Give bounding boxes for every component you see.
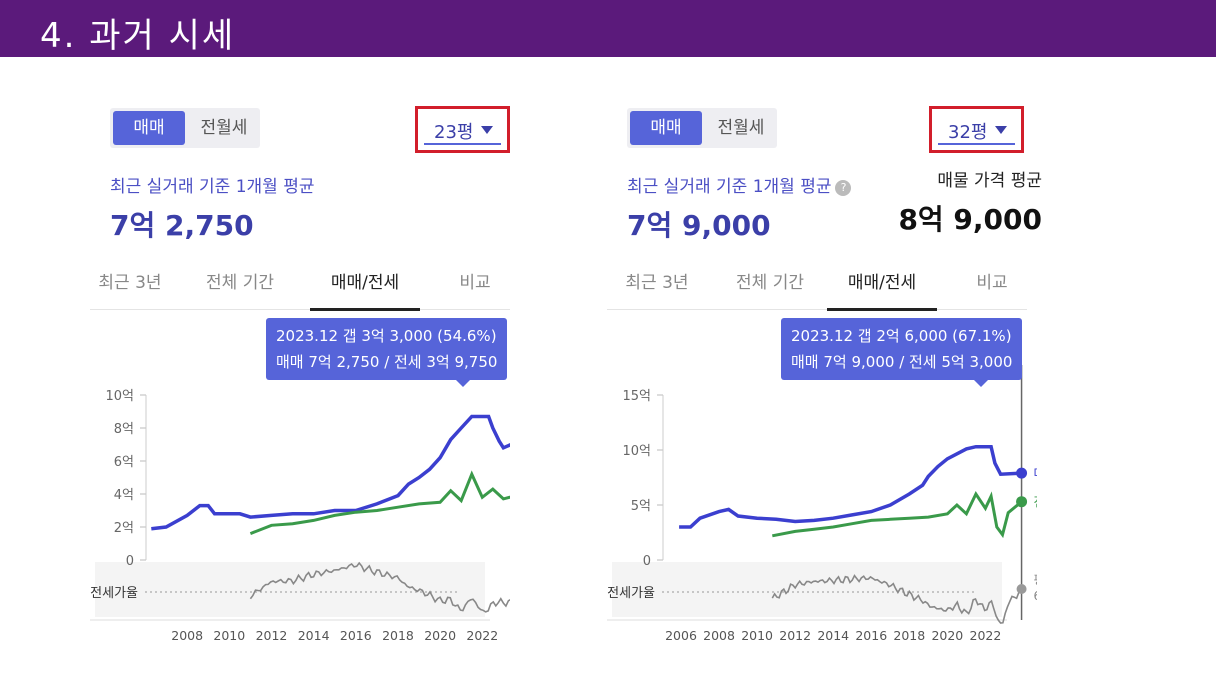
sale-series-line — [679, 444, 1022, 529]
y-tick-label: 6억 — [114, 455, 134, 470]
tab-all-period[interactable]: 전체 기간 — [206, 273, 274, 293]
chart-tooltip: 2023.12 갭 3억 3,000 (54.6%) 매매 7억 2,750 /… — [266, 318, 508, 387]
sale-end-point — [1016, 467, 1028, 479]
x-tick-label: 2016 — [855, 628, 887, 643]
ratio-band — [612, 562, 1002, 617]
tooltip-tail — [456, 380, 470, 387]
price-panel-left: 매매 전월세 23평 최근 실거래 기준 1개월 평균 7억 2,750 최근 … — [90, 100, 510, 680]
y-tick-label: 0 — [643, 554, 651, 569]
y-tick-label: 0 — [126, 554, 134, 569]
x-tick-label: 2018 — [893, 628, 925, 643]
jeonse-series-line — [249, 470, 510, 535]
trade-type-toggle: 매매 전월세 — [110, 108, 260, 148]
x-tick-label: 2008 — [703, 628, 735, 643]
x-tick-label: 2010 — [213, 628, 245, 643]
tab-recent-3y[interactable]: 최근 3년 — [625, 273, 689, 293]
chart-tooltip: 2023.12 갭 2억 6,000 (67.1%) 매매 7억 9,000 /… — [781, 318, 1023, 387]
chevron-down-icon — [995, 126, 1007, 134]
y-tick-label: 15억 — [622, 389, 651, 404]
y-tick-label: 10억 — [622, 444, 651, 459]
period-tabs: 최근 3년 전체 기간 매매/전세 비교 — [607, 260, 1027, 311]
tab-sale[interactable]: 매매 — [630, 111, 702, 145]
ratio-avg-label: 평균 — [1034, 573, 1037, 587]
trade-type-toggle: 매매 전월세 — [627, 108, 777, 148]
tab-compare[interactable]: 비교 — [976, 273, 1008, 293]
page-title: 4. 과거 시세 — [40, 16, 236, 56]
period-tabs: 최근 3년 전체 기간 매매/전세 비교 — [90, 260, 510, 311]
y-tick-label: 4억 — [114, 488, 134, 503]
active-tab-underline — [827, 308, 937, 311]
sale-series-label: 매매 — [1034, 467, 1037, 482]
chevron-down-icon — [481, 126, 493, 134]
jeonse-end-point — [1016, 496, 1028, 508]
x-tick-label: 2016 — [340, 628, 372, 643]
area-select[interactable]: 23평 — [415, 106, 510, 153]
jeonse-series-label: 전세 — [1034, 496, 1037, 511]
ratio-series-line — [771, 574, 1022, 624]
x-tick-label: 2006 — [665, 628, 697, 643]
tab-compare[interactable]: 비교 — [459, 273, 491, 293]
listing-avg-label: 매물 가격 평균 — [937, 171, 1042, 191]
jeonse-series-line — [772, 490, 1023, 539]
y-tick-label: 5억 — [631, 499, 651, 514]
ratio-series-line — [249, 561, 510, 613]
tooltip-line-2: 매매 7억 9,000 / 전세 5억 3,000 — [791, 353, 1013, 371]
ratio-axis-label: 전세가율 — [607, 586, 655, 601]
tab-sale[interactable]: 매매 — [113, 111, 185, 145]
avg-price: 7억 2,750 — [110, 209, 254, 242]
header-bar: 4. 과거 시세 — [0, 0, 1216, 57]
y-tick-label: 2억 — [114, 521, 134, 536]
tab-rent[interactable]: 전월세 — [717, 118, 765, 138]
x-tick-label: 2020 — [931, 628, 963, 643]
avg-label: 최근 실거래 기준 1개월 평균? — [627, 172, 852, 197]
x-tick-label: 2008 — [171, 628, 203, 643]
x-tick-label: 2022 — [970, 628, 1002, 643]
ratio-end-point — [1016, 584, 1027, 594]
area-select-value: 32평 — [948, 122, 988, 143]
tab-sale-jeonse[interactable]: 매매/전세 — [330, 273, 400, 293]
x-tick-label: 2014 — [817, 628, 849, 643]
price-chart: 10억 8억 6억 4억 2억 0 2008 2010 2012 2014 2016 2018 2020… — [90, 389, 510, 643]
x-tick-label: 2012 — [256, 628, 288, 643]
price-chart: 15억 10억 5억 0 2006 2008 2010 2012 2014 2016 2018 202… — [607, 365, 1037, 643]
y-tick-label: 10억 — [105, 389, 134, 404]
avg-price: 7억 9,000 — [627, 209, 771, 242]
active-tab-underline — [310, 308, 420, 311]
tooltip-line-2: 매매 7억 2,750 / 전세 3억 9,750 — [276, 353, 498, 371]
avg-label-text: 최근 실거래 기준 1개월 평균 — [627, 177, 832, 197]
x-tick-label: 2014 — [298, 628, 330, 643]
avg-label: 최근 실거래 기준 1개월 평균 — [110, 177, 315, 197]
x-tick-label: 2012 — [779, 628, 811, 643]
sale-series-line — [151, 414, 510, 531]
help-icon[interactable]: ? — [835, 180, 852, 196]
tab-all-period[interactable]: 전체 기간 — [736, 273, 804, 293]
x-tick-label: 2018 — [382, 628, 414, 643]
ratio-avg-value: 65.2% — [1034, 589, 1037, 603]
listing-avg-price: 8억 9,000 — [898, 203, 1042, 236]
ratio-axis-label: 전세가율 — [90, 586, 138, 601]
tooltip-line-1: 2023.12 갭 3억 3,000 (54.6%) — [276, 327, 497, 345]
area-select-value: 23평 — [434, 122, 474, 143]
y-tick-label: 8억 — [114, 422, 134, 437]
price-panel-right: 매매 전월세 32평 최근 실거래 기준 1개월 평균? 7억 9,000 매물… — [607, 100, 1042, 680]
area-select[interactable]: 32평 — [929, 106, 1024, 153]
ratio-band — [95, 562, 485, 617]
tooltip-line-1: 2023.12 갭 2억 6,000 (67.1%) — [791, 327, 1012, 345]
tab-sale-jeonse[interactable]: 매매/전세 — [847, 273, 917, 293]
tab-recent-3y[interactable]: 최근 3년 — [98, 273, 162, 293]
tooltip-tail — [974, 380, 988, 387]
x-tick-label: 2022 — [466, 628, 498, 643]
x-tick-label: 2020 — [424, 628, 456, 643]
x-tick-label: 2010 — [741, 628, 773, 643]
tab-rent[interactable]: 전월세 — [200, 118, 248, 138]
